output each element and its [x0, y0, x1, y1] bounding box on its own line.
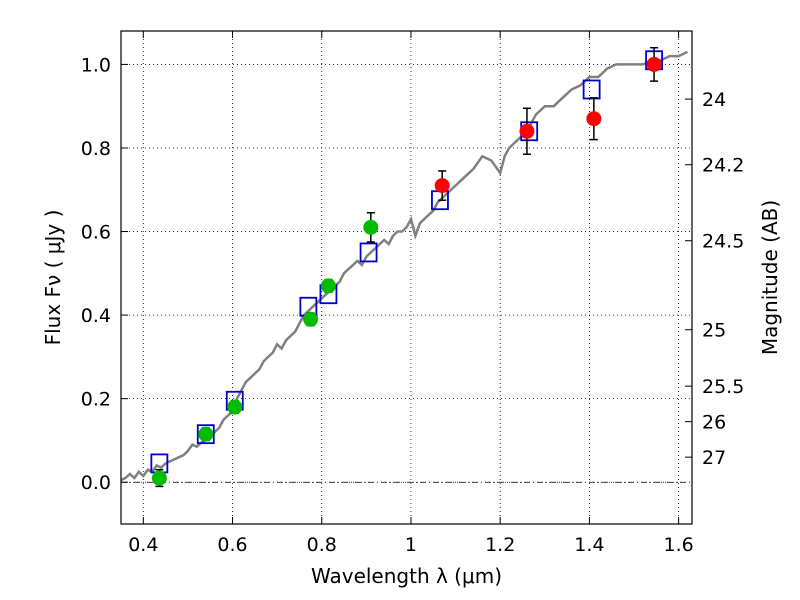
x-tick-label: 0.6 [217, 534, 247, 556]
y-tick-label: 0.6 [81, 222, 111, 244]
right-tick-label: 25.5 [702, 376, 744, 398]
y-tick-label: 0.8 [81, 138, 111, 160]
observed-optical-point [151, 470, 167, 486]
x-tick-label: 1.4 [574, 534, 604, 556]
model-bandpass-square [582, 79, 601, 100]
observed-nir-point [434, 178, 450, 194]
right-tick-label: 24.2 [702, 155, 744, 177]
model-spectrum-line [120, 50, 689, 482]
observed-optical-point [303, 311, 319, 327]
x-tick-label: 1.2 [485, 534, 515, 556]
model-bandpass-square [196, 424, 215, 445]
axis-ticks: 0.4 0.6 0.8 1 1.2 1.4 1.6 0.0 0.2 0.4 0.6 0.8 1.0 24 2… [81, 31, 744, 556]
plot-frame [120, 30, 693, 525]
x-axis-title: Wavelength λ (μm) [311, 564, 502, 588]
data-markers [150, 46, 663, 488]
right-tick-label: 27 [702, 447, 726, 469]
right-tick-label: 24 [702, 89, 726, 111]
y-tick-label: 0.4 [81, 305, 111, 327]
right-tick-label: 24.5 [702, 231, 744, 253]
y-tick-label: 0.0 [81, 472, 111, 494]
y-tick-label: 0.2 [81, 389, 111, 411]
model-spectrum-layer [120, 50, 689, 482]
right-axis-title: Magnitude (AB) [758, 200, 782, 355]
x-tick-label: 0.8 [307, 534, 337, 556]
x-tick-label: 1 [405, 534, 417, 556]
y-axis-title: Flux Fν ( μJy ) [41, 210, 65, 346]
right-tick-label: 25 [702, 320, 726, 342]
observed-nir-point [586, 111, 602, 127]
observed-optical-point [320, 278, 336, 294]
observed-optical-point [198, 426, 214, 442]
model-bandpass-square [359, 242, 378, 263]
observed-optical-point [227, 399, 243, 415]
observed-optical-point [363, 219, 379, 235]
observed-nir-point [646, 56, 662, 72]
observed-nir-point [519, 123, 535, 139]
y-tick-label: 1.0 [81, 54, 111, 76]
grid-lines [121, 31, 692, 524]
x-tick-label: 0.4 [128, 534, 158, 556]
right-tick-label: 26 [702, 412, 726, 434]
x-tick-label: 1.6 [664, 534, 694, 556]
